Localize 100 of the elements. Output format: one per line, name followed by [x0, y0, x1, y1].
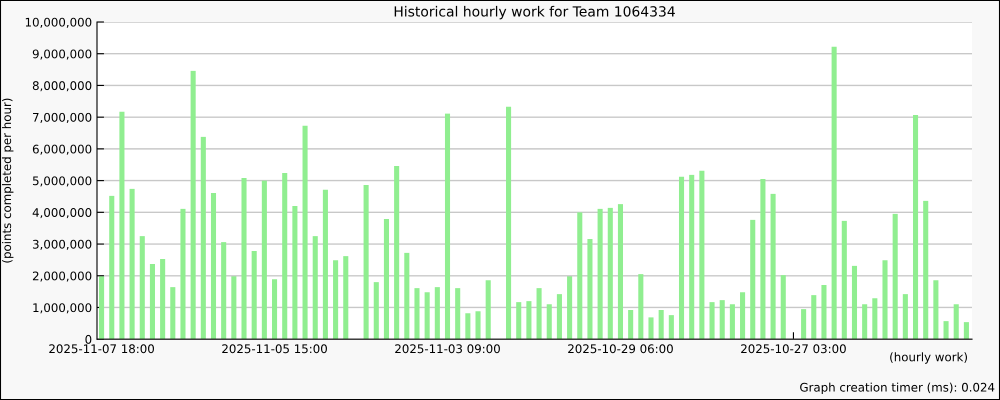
text: Graph creation timer (ms): 0.024 — [800, 382, 994, 394]
bar — [832, 46, 837, 340]
bar — [892, 214, 898, 340]
bar — [862, 304, 868, 340]
bar — [730, 304, 735, 340]
bar — [780, 275, 786, 340]
bar — [272, 279, 278, 340]
bar — [333, 260, 338, 340]
bar — [668, 315, 674, 340]
y-tick-label: 9,000,000 — [32, 49, 92, 60]
x-axis-title: (hourly work) — [890, 352, 967, 364]
bar — [414, 288, 420, 340]
bar — [760, 179, 766, 340]
bar — [200, 136, 206, 340]
bar — [343, 256, 348, 340]
y-tick-label: 8,000,000 — [32, 81, 92, 92]
bar — [516, 302, 522, 340]
y-tick-label: 6,000,000 — [32, 144, 92, 155]
y-tick-label: 2,000,000 — [32, 271, 92, 282]
y-tick-label: 7,000,000 — [33, 112, 92, 124]
bar — [394, 166, 400, 340]
bar — [628, 310, 634, 340]
bar — [475, 311, 481, 340]
x-tick-label: 2025-10-27 03:00 — [741, 344, 846, 354]
bar — [170, 287, 176, 340]
chart-title: Historical hourly work for Team 1064334 — [394, 6, 675, 20]
bar — [444, 114, 450, 340]
bar — [241, 178, 247, 340]
bar — [710, 302, 715, 340]
bar — [150, 264, 155, 340]
bar — [648, 317, 654, 340]
y-tick-label: 0 — [85, 334, 92, 344]
bar — [99, 276, 104, 340]
y-tick-label: 1,000,000 — [33, 303, 92, 314]
bar — [618, 204, 624, 340]
bar — [404, 252, 410, 340]
bar — [130, 188, 135, 340]
bar — [699, 170, 704, 340]
bar — [577, 212, 582, 340]
bar — [750, 220, 756, 340]
bar — [689, 174, 694, 340]
bar — [852, 266, 858, 340]
bar — [455, 288, 460, 340]
bar — [964, 322, 969, 340]
bar — [252, 251, 257, 340]
bar — [740, 292, 746, 340]
bar — [923, 200, 928, 340]
bar — [902, 294, 908, 340]
bar — [210, 192, 216, 340]
bar — [598, 208, 603, 340]
bar — [109, 196, 114, 340]
bar — [872, 298, 878, 340]
x-tick-label: 2025-11-03 09:00 — [395, 344, 500, 354]
bar — [608, 208, 613, 340]
bar — [912, 114, 918, 340]
y-tick-label: 5,000,000 — [32, 176, 92, 186]
bar — [536, 288, 542, 340]
y-axis-title: (points completed per hour) — [2, 98, 14, 263]
bar — [526, 301, 532, 340]
bar — [119, 112, 124, 340]
bar — [374, 282, 379, 340]
bar — [231, 276, 236, 340]
bar — [678, 176, 684, 340]
bar — [842, 220, 847, 340]
bar — [720, 300, 725, 340]
x-tick-label: 2025-10-29 06:00 — [568, 344, 673, 354]
bar — [486, 280, 491, 340]
bar — [262, 180, 267, 340]
x-tick-label: 2025-11-07 18:00 — [49, 344, 154, 354]
bar — [770, 194, 776, 340]
bar — [384, 218, 390, 340]
bar — [282, 172, 288, 340]
bar — [180, 208, 186, 340]
bar — [424, 292, 430, 340]
bar — [322, 190, 328, 340]
bar — [954, 304, 959, 340]
bar — [364, 185, 369, 340]
bar — [465, 313, 470, 340]
x-tick-label: 2025-11-05 15:00 — [222, 344, 327, 354]
bar — [546, 304, 552, 340]
bar — [821, 284, 827, 340]
bar — [882, 260, 888, 340]
bar — [506, 106, 512, 340]
bar — [567, 276, 572, 340]
y-tick-label: 10,000,000 — [26, 18, 92, 28]
bar — [556, 294, 562, 340]
bar — [811, 295, 816, 340]
y-tick-label: 3,000,000 — [32, 240, 92, 250]
bar — [434, 287, 440, 340]
bar — [140, 236, 145, 340]
bar — [587, 238, 592, 340]
y-tick-label: 4,000,000 — [32, 208, 92, 218]
bar — [801, 309, 806, 340]
bar — [160, 258, 166, 340]
bar — [944, 321, 949, 340]
bar — [302, 126, 308, 340]
bar — [638, 274, 644, 340]
bar — [658, 310, 664, 340]
bar — [312, 236, 318, 340]
bar — [221, 242, 226, 340]
